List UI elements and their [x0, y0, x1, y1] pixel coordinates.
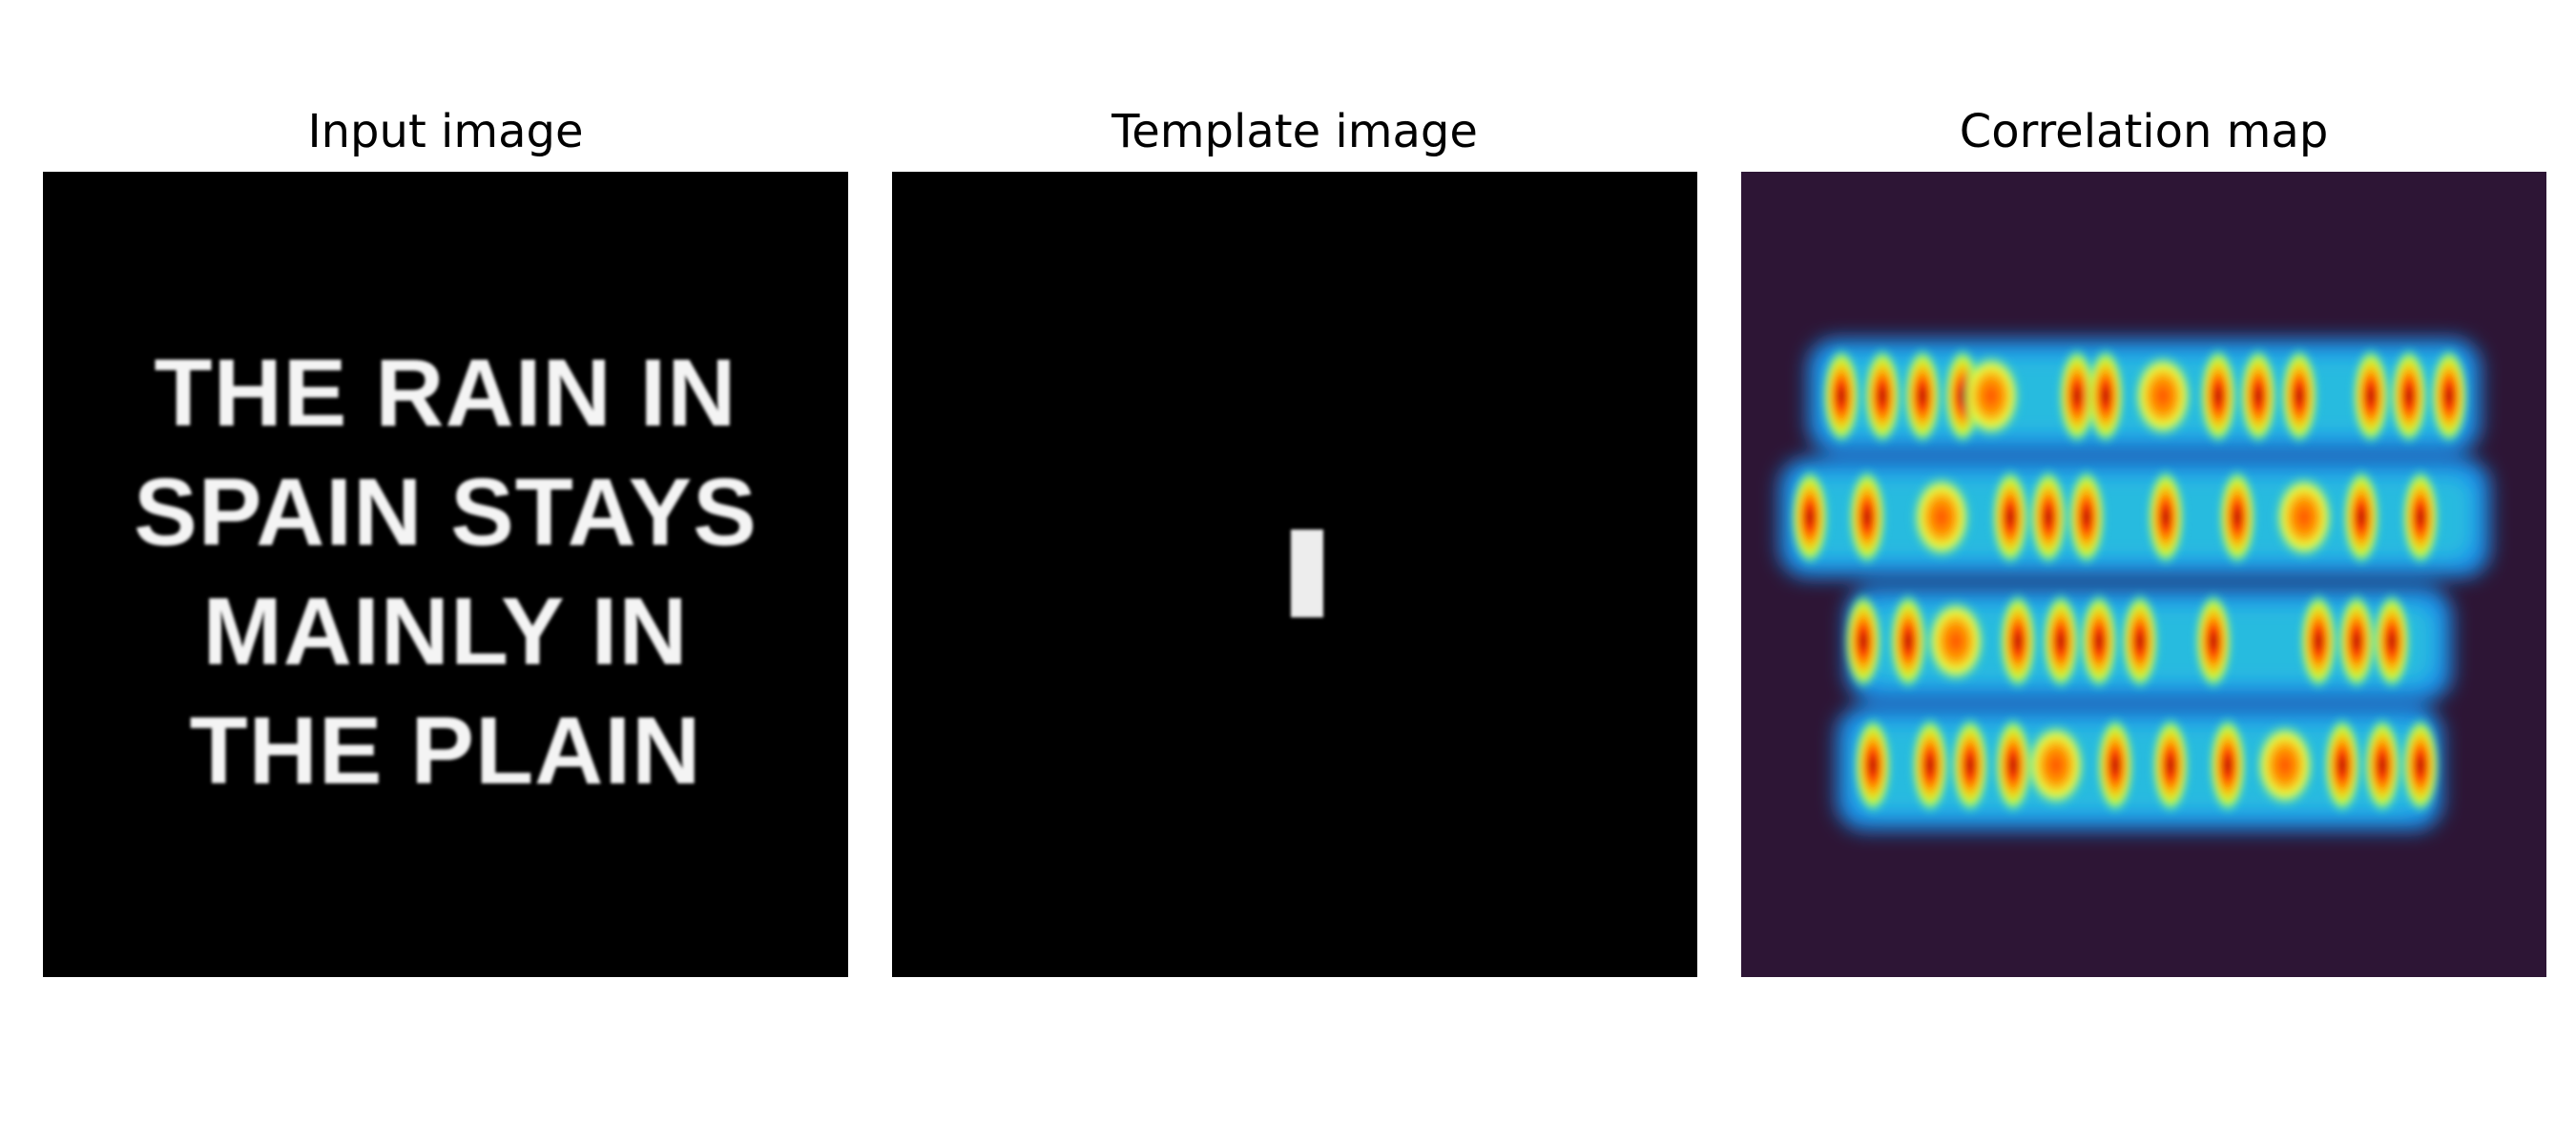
correlation-peak — [2363, 716, 2401, 815]
correlation-peak — [1961, 353, 2022, 439]
correlation-peak — [1854, 716, 1892, 815]
correlation-peak — [1911, 474, 1972, 560]
correlation-map-panel — [1741, 172, 2546, 977]
correlation-peak — [2239, 346, 2277, 446]
correlation-map-title: Correlation map — [1959, 105, 2329, 158]
correlation-peak — [1791, 468, 1829, 567]
correlation-peak — [2067, 468, 2106, 567]
input-line-1: THE RAIN IN — [154, 340, 737, 447]
correlation-peak — [1911, 716, 1949, 815]
input-image-title: Input image — [307, 105, 584, 158]
correlation-peak — [2373, 592, 2411, 691]
correlation-peaks — [1791, 346, 2468, 815]
correlation-peak — [2218, 468, 2256, 567]
correlation-peak — [1925, 598, 1986, 684]
correlation-peak — [2209, 716, 2247, 815]
correlation-peak — [2080, 592, 2118, 691]
correlation-peak — [2401, 716, 2440, 815]
correlation-peak — [2280, 346, 2318, 446]
correlation-peak — [2029, 468, 2067, 567]
input-line-3: MAINLY IN — [202, 578, 689, 685]
correlation-peak — [1889, 592, 1927, 691]
correlation-peak — [2254, 722, 2316, 808]
correlation-peak — [2147, 468, 2185, 567]
correlation-peak — [2352, 346, 2390, 446]
correlation-peak — [2299, 592, 2337, 691]
input-line-2: SPAIN STAYS — [134, 459, 758, 566]
correlation-peak — [2337, 592, 2376, 691]
correlation-peak — [2430, 346, 2468, 446]
correlation-peak — [1848, 468, 1886, 567]
correlation-peak — [2390, 346, 2428, 446]
correlation-peak — [1991, 468, 2029, 567]
input-image-panel: THE RAIN IN SPAIN STAYS MAINLY IN THE PL… — [43, 172, 848, 977]
correlation-peak — [2401, 468, 2440, 567]
correlation-peak — [2087, 346, 2125, 446]
input-line-4: THE PLAIN — [189, 697, 702, 804]
correlation-peak — [2042, 592, 2080, 691]
correlation-peak — [2096, 716, 2134, 815]
correlation-peak — [1863, 346, 1901, 446]
correlation-peak — [2323, 716, 2361, 815]
correlation-peak — [2342, 468, 2380, 567]
correlation-map-heatmap — [1779, 339, 2490, 830]
correlation-peak — [2121, 592, 2159, 691]
correlation-peak — [1951, 716, 1989, 815]
template-image-title: Template image — [1111, 105, 1478, 158]
template-image-panel — [892, 172, 1697, 977]
correlation-peak — [2194, 592, 2233, 691]
correlation-peak — [1994, 716, 2032, 815]
correlation-peak — [2132, 353, 2193, 439]
correlation-peak — [2151, 716, 2190, 815]
template-glyph-i — [1291, 530, 1323, 617]
correlation-peak — [2025, 722, 2087, 808]
correlation-peak — [1822, 346, 1860, 446]
correlation-peak — [1999, 592, 2037, 691]
correlation-peak — [1903, 346, 1942, 446]
input-image-text: THE RAIN IN SPAIN STAYS MAINLY IN THE PL… — [43, 334, 848, 811]
correlation-peak — [2058, 346, 2096, 446]
correlation-peak — [2199, 346, 2237, 446]
correlation-peak — [2274, 474, 2335, 560]
correlation-peak — [1844, 592, 1882, 691]
